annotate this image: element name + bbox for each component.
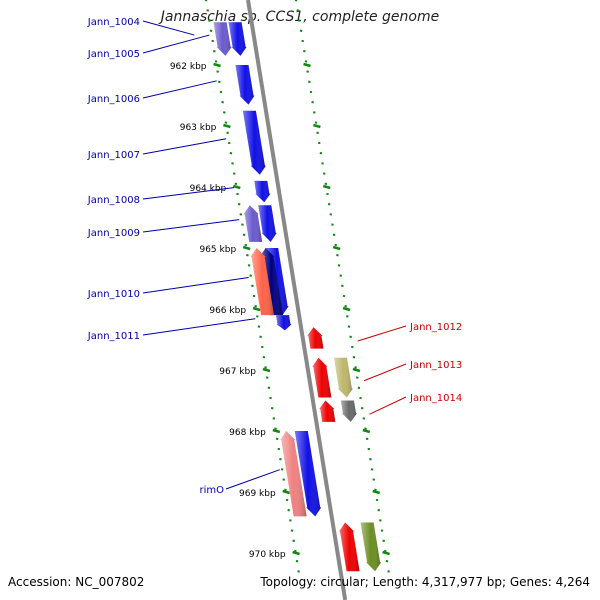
gene-shading xyxy=(235,65,255,105)
gene-leader-line xyxy=(142,187,235,200)
scale-tick-label: 970 kbp xyxy=(249,550,286,560)
genome-backbone xyxy=(246,0,348,600)
gene-leader-line xyxy=(142,80,217,99)
gene-label-jann_1014: Jann_1014 xyxy=(409,393,462,404)
gene-shading xyxy=(228,22,247,56)
gene-shading xyxy=(334,357,353,398)
gene-leader-line xyxy=(363,363,407,382)
gene-shading xyxy=(243,205,263,242)
scale-tick-major xyxy=(213,62,221,68)
scale-tick-major xyxy=(332,245,341,251)
scale-tick-major xyxy=(313,123,321,129)
gene-label-jann_1013: Jann_1013 xyxy=(409,360,462,371)
gene-leader-line xyxy=(225,469,280,490)
gene-label-jann_1006: Jann_1006 xyxy=(87,94,140,105)
labels-layer: Jann_1004 Jann_1005 Jann_1006 Jann_1007 Jann… xyxy=(87,17,462,496)
gene-shading xyxy=(242,110,266,175)
scale-tick-label: 969 kbp xyxy=(239,489,276,499)
scale-tick-major xyxy=(242,245,251,251)
scale-tick-label: 966 kbp xyxy=(209,306,246,316)
gene-label-jann_1004: Jann_1004 xyxy=(87,17,140,28)
scale-tick-label: 965 kbp xyxy=(199,245,236,255)
scale-tick-major xyxy=(362,428,371,434)
scale-tick-label: 967 kbp xyxy=(219,367,256,377)
gene-shading xyxy=(360,522,382,572)
scale-tick-label: 964 kbp xyxy=(190,184,227,194)
scale-tick-major xyxy=(303,62,311,68)
scale-tick-major xyxy=(342,306,351,312)
gene-leader-line xyxy=(142,20,195,36)
gene-leader-line xyxy=(357,325,407,342)
gene-shading xyxy=(276,315,292,331)
gene-leader-line xyxy=(142,138,227,155)
scale-tick-major xyxy=(382,550,390,556)
gene-leader-line xyxy=(142,277,249,294)
gene-shading xyxy=(280,431,307,517)
genome-summary-text: Topology: circular; Length: 4,317,977 bp… xyxy=(260,575,590,589)
gene-leader-line xyxy=(369,396,407,415)
scale-tick-major xyxy=(322,184,331,190)
scale-tick-major xyxy=(272,428,281,434)
scale-tick-label: 963 kbp xyxy=(180,123,217,133)
gene-label-jann_1008: Jann_1008 xyxy=(87,195,140,206)
scale-tick-major xyxy=(262,367,271,373)
scale-tick-label: 962 kbp xyxy=(170,62,207,72)
gene-shading xyxy=(213,22,232,56)
genome-title: Jannaschia sp. CCS1, complete genome xyxy=(160,9,440,25)
backbone-layer xyxy=(246,0,348,600)
scale-tick-major xyxy=(223,123,231,129)
gene-shading xyxy=(254,180,271,203)
gene-leader-line xyxy=(142,219,240,233)
scale-tick-major xyxy=(232,184,241,190)
scale-tick-major xyxy=(252,306,261,312)
gene-shading xyxy=(258,205,277,242)
gene-shading xyxy=(312,357,332,398)
gene-shading xyxy=(307,327,324,349)
scale-tick-major xyxy=(352,367,361,373)
gene-shading xyxy=(250,248,274,316)
gene-leader-line xyxy=(142,34,210,54)
genes-layer xyxy=(213,22,382,572)
scale-tick-label: 968 kbp xyxy=(229,428,266,438)
gene-label-jann_1009: Jann_1009 xyxy=(87,228,140,239)
gene-label-jann_1007: Jann_1007 xyxy=(87,150,140,161)
scale-tick-major xyxy=(292,550,300,556)
gene-label-rimo: rimO xyxy=(199,485,224,496)
gene-shading xyxy=(294,431,322,517)
scale-ticks-layer: 962 kbp 963 kbp 964 kbp 965 kbp 966 kbp 967 k… xyxy=(170,0,390,573)
gene-shading xyxy=(340,400,357,422)
gene-label-jann_1011: Jann_1011 xyxy=(87,331,140,342)
gene-shading xyxy=(319,400,336,422)
gene-leader-line xyxy=(142,318,256,336)
accession-text: Accession: NC_007802 xyxy=(8,575,145,589)
gene-label-jann_1005: Jann_1005 xyxy=(87,49,140,60)
scale-tick-major xyxy=(282,489,291,495)
gene-label-jann_1012: Jann_1012 xyxy=(409,322,462,333)
gene-label-jann_1010: Jann_1010 xyxy=(87,289,140,300)
gene-shading xyxy=(339,522,360,572)
scale-tick-major xyxy=(372,489,381,495)
